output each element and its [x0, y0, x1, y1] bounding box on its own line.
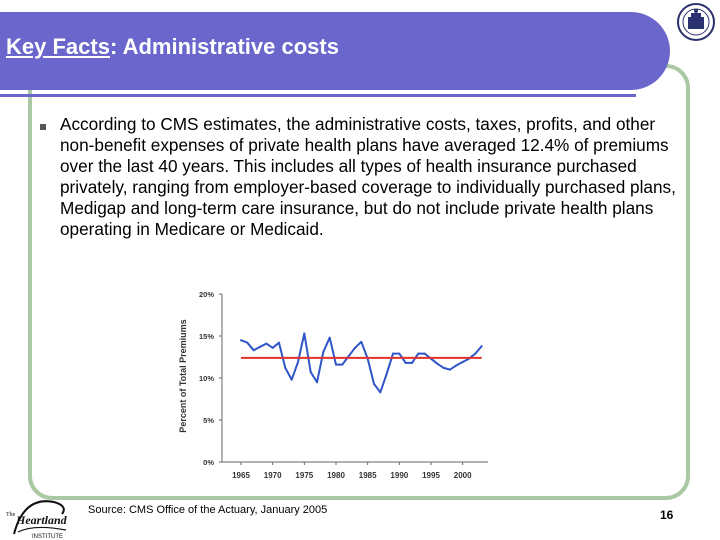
data-point [335, 363, 337, 366]
content-frame [28, 64, 690, 500]
x-tick-label: 1970 [264, 471, 282, 480]
data-point [246, 341, 249, 344]
x-tick-label: 1980 [327, 471, 345, 480]
heartland-logo: The Heartland INSTITUTE [6, 500, 68, 540]
title-rest: : Administrative costs [109, 34, 339, 59]
y-tick-label: 15% [199, 332, 214, 341]
data-point [442, 366, 445, 369]
data-point [278, 341, 280, 344]
data-point [252, 349, 255, 352]
data-point [322, 350, 325, 353]
data-point [423, 352, 426, 355]
data-point [328, 336, 331, 339]
data-point [417, 352, 420, 355]
data-point [385, 372, 388, 375]
data-point [271, 346, 274, 349]
data-point [297, 361, 299, 364]
data-point [398, 352, 401, 355]
data-point [347, 355, 350, 358]
x-tick-label: 2000 [454, 471, 472, 480]
logo-text-main: Heartland [15, 513, 68, 527]
data-point [303, 332, 306, 335]
y-tick-label: 10% [199, 374, 214, 383]
data-point [455, 364, 458, 367]
source-note: Source: CMS Office of the Actuary, Janua… [88, 504, 328, 516]
header-underline [0, 94, 636, 97]
data-point [240, 339, 242, 342]
title-prefix: Key Facts [6, 34, 110, 59]
admin-cost-chart: Percent of Total Premiums 0% 5% 10% 15% 20% 1… [178, 290, 488, 480]
logo-text-the: The [6, 512, 16, 518]
data-point [436, 362, 439, 365]
data-point [341, 363, 344, 366]
data-point [360, 340, 363, 343]
data-point [284, 366, 287, 369]
page-number: 16 [660, 508, 674, 522]
y-axis-label: Percent of Total Premiums [178, 319, 188, 432]
data-point [316, 381, 318, 384]
data-point [474, 352, 477, 355]
bullet-icon [40, 124, 46, 130]
data-point [309, 371, 312, 374]
x-tick-label: 1995 [422, 471, 440, 480]
data-point [373, 382, 375, 385]
header-bar [0, 12, 670, 90]
y-tick-label: 20% [199, 290, 214, 299]
data-point [259, 345, 261, 348]
data-point [480, 345, 483, 348]
slide-title: Key Facts: Administrative costs [6, 34, 339, 60]
x-tick-label: 1965 [232, 471, 250, 480]
logo-text-sub: INSTITUTE [32, 534, 63, 540]
data-point [449, 368, 451, 371]
data-point [354, 346, 356, 349]
data-point [411, 361, 413, 364]
data-point [379, 391, 382, 394]
x-tick-label: 1975 [295, 471, 313, 480]
y-tick-label: 0% [203, 458, 214, 467]
seal-icon [677, 3, 715, 41]
body-paragraph: According to CMS estimates, the administ… [60, 114, 676, 239]
data-point [290, 378, 293, 381]
data-point [404, 361, 407, 364]
data-point [265, 342, 268, 345]
x-tick-label: 1985 [359, 471, 377, 480]
y-tick-label: 5% [203, 416, 214, 425]
x-tick-label: 1990 [390, 471, 408, 480]
data-point [461, 361, 464, 364]
data-point [392, 352, 394, 355]
